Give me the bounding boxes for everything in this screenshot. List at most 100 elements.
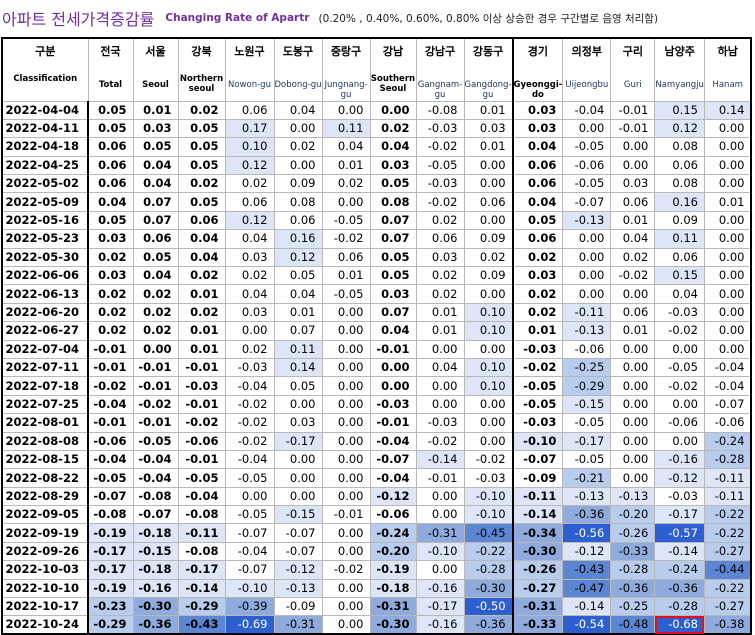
value-cell: -0.01 bbox=[132, 357, 179, 378]
value-cell: 0.06 bbox=[87, 137, 134, 157]
value-cell: -0.01 bbox=[177, 394, 226, 415]
value-cell: -0.23 bbox=[87, 597, 134, 617]
value-cell: 0.00 bbox=[703, 137, 752, 157]
value-cell: -0.01 bbox=[610, 100, 656, 120]
value-cell: -0.08 bbox=[132, 486, 179, 507]
value-cell: 0.00 bbox=[463, 174, 514, 194]
value-cell: 0.03 bbox=[369, 284, 417, 304]
value-cell: 0.02 bbox=[87, 321, 134, 341]
value-cell: 0.05 bbox=[132, 247, 179, 268]
value-cell: -0.21 bbox=[562, 468, 612, 488]
value-cell: -0.31 bbox=[512, 597, 564, 617]
value-cell: 0.06 bbox=[224, 100, 275, 120]
rate-table: 구분 Classification 전국 Total 서울 Seoul 강북 Northern… bbox=[1, 37, 753, 635]
column-header-ko: 강남 bbox=[382, 45, 404, 58]
value-cell: 0.00 bbox=[321, 431, 371, 451]
value-cell: 0.00 bbox=[321, 192, 371, 212]
value-cell: -0.02 bbox=[132, 394, 179, 415]
value-cell: 0.02 bbox=[87, 302, 134, 323]
table-row: 2022-09-26 -0.17 -0.15 -0.08 -0.04 -0.07 0.00-… bbox=[1, 541, 752, 562]
value-cell: 0.03 bbox=[512, 266, 564, 286]
value-cell: -0.43 bbox=[562, 560, 612, 580]
value-cell: 0.00 bbox=[610, 284, 656, 304]
table-row: 2022-07-18 -0.02 -0.01 -0.03 -0.04 0.05 0.00 0.… bbox=[1, 376, 752, 396]
value-cell: 0.00 bbox=[321, 321, 371, 341]
value-cell: -0.45 bbox=[463, 523, 514, 543]
value-cell: 0.06 bbox=[87, 174, 134, 194]
value-cell: 0.01 bbox=[273, 302, 323, 323]
row-date: 2022-08-22 bbox=[1, 468, 89, 488]
column-header: 중랑구 Jungnang-gu bbox=[321, 37, 371, 102]
table-row: 2022-05-09 0.04 0.07 0.05 0.06 0.08 0.00 0.08 -0… bbox=[1, 192, 752, 212]
value-cell: 0.02 bbox=[87, 247, 134, 268]
value-cell: 0.02 bbox=[177, 174, 226, 194]
value-cell: 0.00 bbox=[321, 413, 371, 433]
value-cell: -0.05 bbox=[512, 376, 564, 396]
value-cell: -0.22 bbox=[703, 505, 752, 525]
value-cell: -0.01 bbox=[87, 339, 134, 359]
value-cell: 0.09 bbox=[463, 266, 514, 286]
table-row: 2022-07-25 -0.04 -0.02 -0.01 -0.02 0.00 0.00 -0… bbox=[1, 394, 752, 415]
table-row: 2022-09-05 -0.08 -0.07 -0.08 -0.05 -0.15 -0.01… bbox=[1, 505, 752, 525]
value-cell: 0.00 bbox=[703, 229, 752, 249]
value-cell: 0.00 bbox=[610, 137, 656, 157]
value-cell: 0.01 bbox=[610, 321, 656, 341]
value-cell: 0.00 bbox=[415, 560, 465, 580]
value-cell: 0.02 bbox=[512, 247, 564, 268]
value-cell: -0.05 bbox=[132, 431, 179, 451]
value-cell: 0.10 bbox=[463, 321, 514, 341]
value-cell: 0.04 bbox=[369, 321, 417, 341]
value-cell: 0.06 bbox=[273, 210, 323, 231]
value-cell: -0.05 bbox=[415, 155, 465, 176]
value-cell: 0.00 bbox=[321, 302, 371, 323]
value-cell: -0.04 bbox=[87, 449, 134, 470]
value-cell: -0.02 bbox=[321, 229, 371, 249]
value-cell: 0.02 bbox=[415, 266, 465, 286]
value-cell: -0.16 bbox=[415, 615, 465, 635]
value-cell: -0.03 bbox=[654, 302, 705, 323]
value-cell: -0.22 bbox=[703, 578, 752, 599]
value-cell: -0.03 bbox=[654, 486, 705, 507]
value-cell: -0.10 bbox=[415, 541, 465, 562]
value-cell: -0.22 bbox=[463, 541, 514, 562]
value-cell: 0.09 bbox=[463, 229, 514, 249]
row-date: 2022-09-26 bbox=[1, 541, 89, 562]
value-cell: 0.07 bbox=[369, 210, 417, 231]
value-cell: 0.00 bbox=[610, 155, 656, 176]
value-cell: 0.00 bbox=[369, 100, 417, 120]
value-cell: -0.04 bbox=[87, 394, 134, 415]
value-cell: 0.04 bbox=[369, 137, 417, 157]
value-cell: 0.09 bbox=[273, 174, 323, 194]
value-cell: 0.03 bbox=[369, 155, 417, 176]
value-cell: 0.06 bbox=[224, 192, 275, 212]
table-row: 2022-10-03 -0.17 -0.18 -0.17 -0.07 -0.12 -0.02… bbox=[1, 560, 752, 580]
value-cell: -0.18 bbox=[369, 578, 417, 599]
value-cell: -0.12 bbox=[369, 486, 417, 507]
value-cell: 0.02 bbox=[224, 266, 275, 286]
value-cell: 0.02 bbox=[512, 302, 564, 323]
value-cell: 0.03 bbox=[463, 118, 514, 139]
value-cell: -0.19 bbox=[87, 578, 134, 599]
value-cell: 0.07 bbox=[273, 321, 323, 341]
row-date: 2022-08-01 bbox=[1, 413, 89, 433]
value-cell: 0.00 bbox=[463, 339, 514, 359]
value-cell: -0.06 bbox=[654, 413, 705, 433]
value-cell: -0.05 bbox=[87, 468, 134, 488]
value-cell: -0.13 bbox=[562, 486, 612, 507]
value-cell: 0.00 bbox=[654, 431, 705, 451]
value-cell: 0.01 bbox=[610, 210, 656, 231]
value-cell: 0.03 bbox=[224, 302, 275, 323]
table-row: 2022-10-10 -0.19 -0.16 -0.14 -0.10 -0.13 0.00-… bbox=[1, 578, 752, 599]
value-cell: 0.00 bbox=[415, 394, 465, 415]
value-cell: -0.03 bbox=[415, 174, 465, 194]
value-cell: 0.00 bbox=[562, 118, 612, 139]
value-cell: 0.00 bbox=[321, 615, 371, 635]
value-cell: 0.00 bbox=[369, 376, 417, 396]
value-cell: -0.68 bbox=[654, 615, 705, 635]
table-row: 2022-10-17 -0.23 -0.30 -0.29 -0.39 -0.09 0.00-… bbox=[1, 597, 752, 617]
row-date: 2022-04-18 bbox=[1, 137, 89, 157]
column-header-en: Hanam bbox=[712, 80, 743, 90]
column-header-ko: 강북 bbox=[191, 45, 212, 58]
value-cell: 0.06 bbox=[512, 155, 564, 176]
value-cell: -0.39 bbox=[224, 597, 275, 617]
